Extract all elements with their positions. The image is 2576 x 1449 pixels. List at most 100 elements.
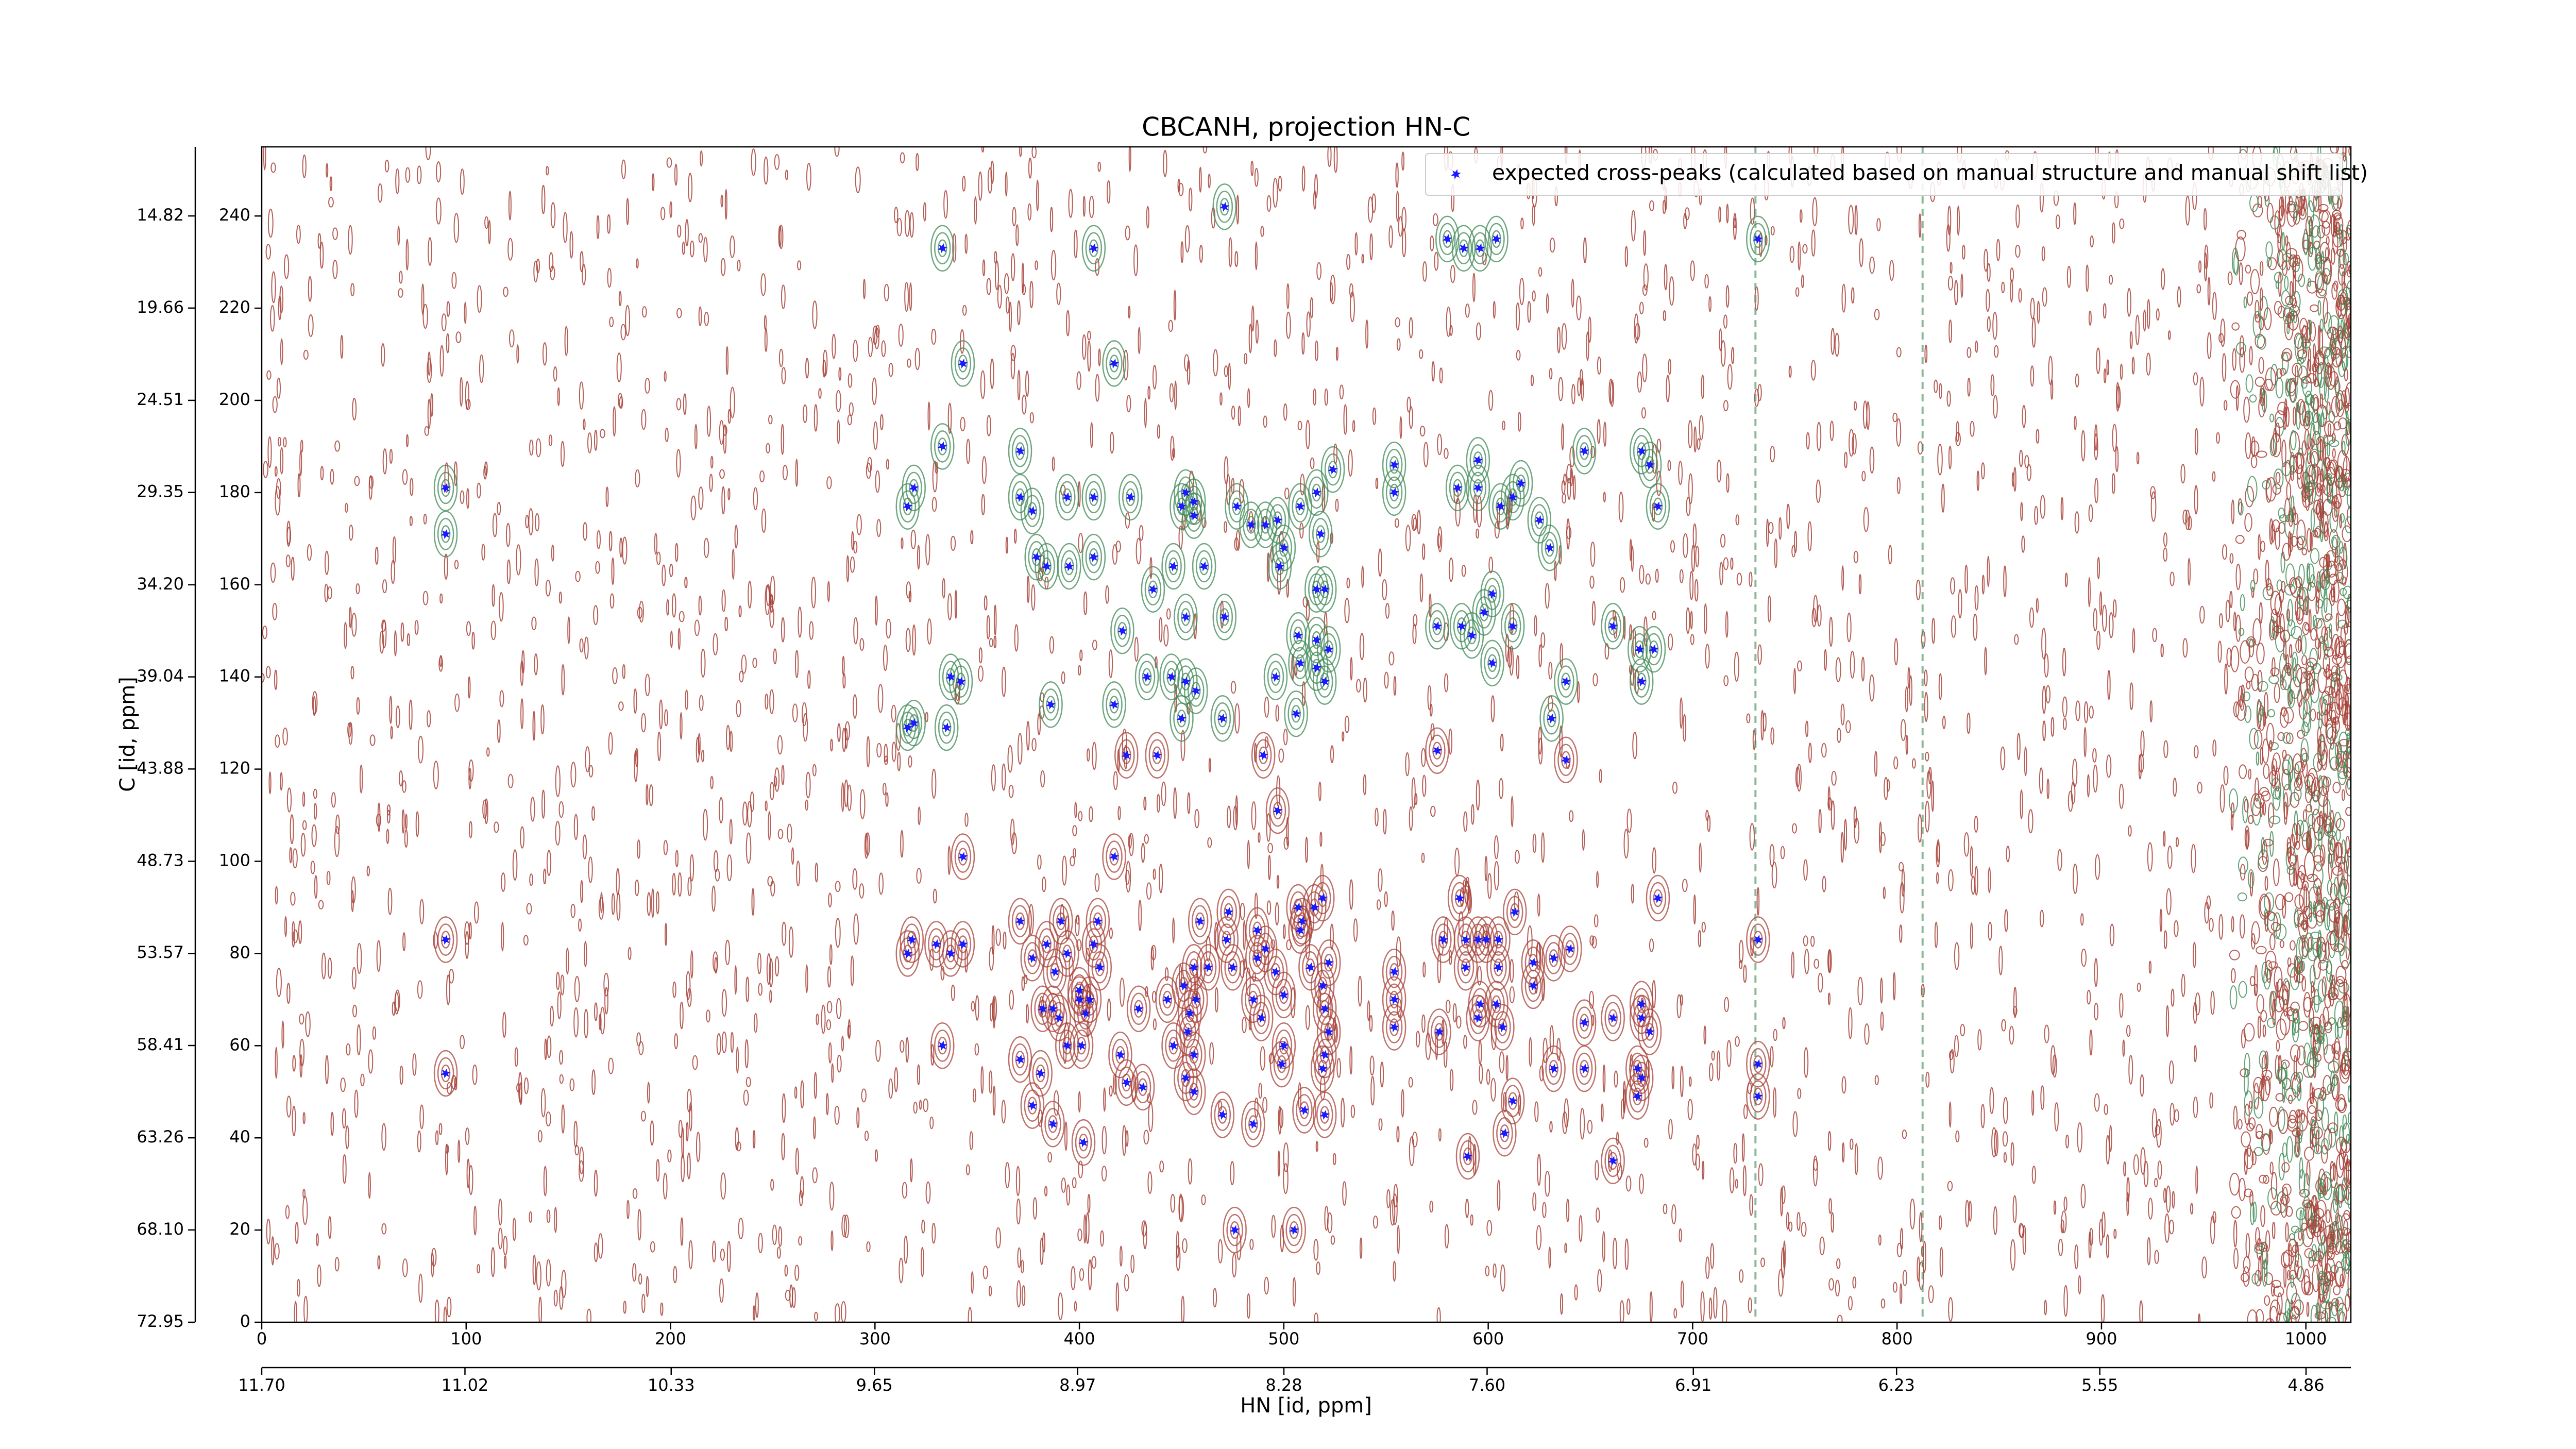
noise-contour xyxy=(1937,839,1940,863)
noise-contour xyxy=(2272,1222,2276,1239)
contour-ring xyxy=(1292,647,1309,680)
noise-contour xyxy=(2001,281,2005,294)
noise-contour xyxy=(2231,499,2235,525)
contour-ring xyxy=(1451,225,1476,272)
noise-contour xyxy=(2307,948,2318,962)
noise-contour xyxy=(1840,832,1844,863)
noise-contour xyxy=(1479,1064,1483,1084)
noise-contour xyxy=(1722,1300,1727,1322)
noise-contour xyxy=(650,1241,655,1253)
noise-contour xyxy=(1538,267,1543,277)
contour-ring xyxy=(1285,1214,1302,1246)
peak-contour xyxy=(1212,183,1237,230)
cross-peak xyxy=(958,358,968,369)
noise-contour xyxy=(2193,941,2196,968)
noise-contour xyxy=(1863,507,1869,532)
noise-contour xyxy=(1727,364,1733,390)
contour-ring xyxy=(1224,903,1233,921)
noise-contour xyxy=(1973,613,1978,641)
noise-contour xyxy=(2329,623,2332,639)
contour-ring xyxy=(1449,471,1466,504)
contour-ring xyxy=(1506,896,1523,929)
contour-ring xyxy=(1490,951,1507,984)
noise-contour xyxy=(758,983,762,996)
peak-contour xyxy=(1039,681,1063,728)
noise-contour xyxy=(477,482,481,499)
noise-contour xyxy=(1516,655,1520,680)
noise-contour xyxy=(501,922,504,952)
peak-contour xyxy=(895,704,920,751)
noise-contour xyxy=(711,885,716,912)
contour-ring xyxy=(1537,524,1562,571)
noise-contour xyxy=(390,726,393,739)
contour-ring xyxy=(903,945,913,963)
noise-contour xyxy=(986,615,990,639)
noise-contour xyxy=(727,488,731,500)
noise-contour xyxy=(1716,1050,1721,1081)
noise-contour xyxy=(1682,879,1688,892)
noise-contour xyxy=(923,202,927,222)
noise-contour xyxy=(1341,1098,1345,1128)
noise-contour xyxy=(919,1100,922,1110)
contour-ring xyxy=(1047,995,1071,1041)
noise-contour xyxy=(1689,1076,1692,1087)
noise-contour xyxy=(2106,1234,2110,1258)
noise-contour xyxy=(2313,989,2320,1013)
peak-contour xyxy=(1292,1087,1316,1134)
noise-contour xyxy=(2244,1053,2250,1077)
contour-ring xyxy=(1438,931,1448,949)
noise-contour xyxy=(1098,348,1101,366)
noise-contour xyxy=(573,1120,578,1148)
noise-contour xyxy=(1476,495,1482,528)
noise-contour xyxy=(2103,303,2107,319)
noise-contour xyxy=(1476,322,1481,341)
noise-contour xyxy=(1849,429,1854,457)
cross-peak xyxy=(1152,750,1162,761)
noise-contour xyxy=(555,765,561,797)
noise-contour xyxy=(1342,731,1345,742)
noise-contour xyxy=(1841,565,1844,591)
noise-contour xyxy=(579,1160,584,1182)
noise-contour xyxy=(2219,613,2223,629)
noise-contour xyxy=(2328,742,2340,770)
noise-contour xyxy=(2330,1160,2334,1182)
peak-contour xyxy=(1192,543,1216,590)
noise-contour xyxy=(2285,406,2290,427)
noise-contour xyxy=(328,197,334,208)
noise-contour xyxy=(1087,748,1090,762)
noise-contour xyxy=(1231,406,1235,420)
noise-contour xyxy=(498,1227,503,1250)
noise-contour xyxy=(1143,1130,1149,1145)
noise-contour xyxy=(2318,568,2329,589)
contour-ring xyxy=(1646,874,1670,922)
noise-contour xyxy=(706,406,711,437)
noise-contour xyxy=(2303,416,2311,430)
noise-contour xyxy=(696,736,700,763)
noise-contour xyxy=(2337,264,2346,286)
contour-ring xyxy=(1159,983,1176,1016)
noise-contour xyxy=(921,1246,924,1277)
contour-ring xyxy=(1199,951,1217,984)
noise-contour xyxy=(2335,390,2345,417)
noise-contour xyxy=(405,239,409,271)
contour-ring xyxy=(1077,997,1094,1030)
noise-contour xyxy=(2336,1302,2348,1322)
noise-contour xyxy=(1458,911,1464,937)
noise-contour xyxy=(2258,316,2264,331)
noise-contour xyxy=(745,832,752,864)
noise-contour xyxy=(805,964,808,993)
noise-contour xyxy=(1795,287,1800,297)
noise-contour xyxy=(664,371,667,382)
noise-contour xyxy=(721,1031,727,1053)
noise-contour xyxy=(805,799,808,811)
noise-contour xyxy=(877,684,884,713)
noise-contour xyxy=(1082,195,1086,217)
noise-contour xyxy=(2333,555,2344,571)
noise-contour xyxy=(2283,637,2287,661)
noise-contour xyxy=(2309,448,2320,466)
noise-contour xyxy=(2267,709,2276,718)
contour-ring xyxy=(1057,543,1081,590)
noise-contour xyxy=(494,821,499,833)
noise-contour xyxy=(1036,179,1039,211)
noise-contour xyxy=(882,783,887,796)
